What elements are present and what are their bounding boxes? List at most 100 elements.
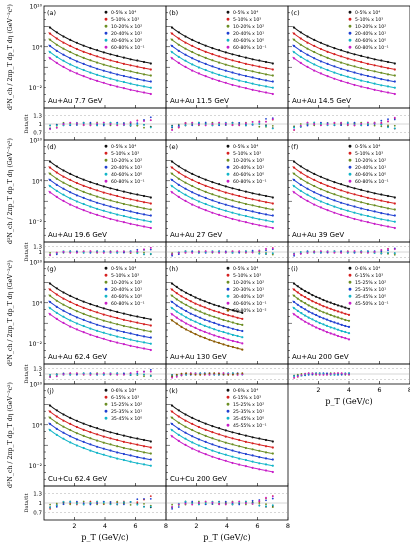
data-point	[333, 205, 336, 208]
ratio-tick-label: 1.3	[33, 367, 42, 373]
data-point	[75, 54, 78, 57]
ratio-point	[313, 251, 316, 253]
data-point	[204, 50, 207, 54]
data-point	[340, 330, 343, 333]
data-point	[136, 462, 139, 465]
data-point	[102, 185, 105, 188]
data-point	[116, 213, 119, 216]
data-point	[49, 26, 52, 29]
data-point	[204, 446, 207, 450]
data-point	[189, 324, 192, 327]
data-point	[129, 76, 132, 79]
ratio-point	[102, 252, 105, 254]
ratio-point	[194, 373, 197, 376]
ratio-point	[149, 495, 152, 497]
data-point	[251, 88, 254, 91]
data-point	[185, 303, 188, 306]
fit-curve	[170, 306, 243, 338]
data-point	[171, 294, 174, 297]
data-point	[49, 38, 52, 41]
data-point	[336, 328, 340, 331]
data-point	[49, 288, 52, 291]
ratio-point	[218, 503, 221, 506]
data-point	[360, 79, 363, 82]
ratio-point	[177, 124, 180, 127]
data-point	[171, 300, 174, 304]
data-point	[244, 196, 247, 199]
legend-marker	[348, 172, 352, 176]
data-point	[49, 282, 52, 285]
data-point	[75, 316, 78, 319]
data-point	[136, 212, 139, 215]
data-point	[236, 310, 239, 313]
data-point	[251, 460, 254, 463]
data-point	[211, 187, 214, 190]
legend-entry: 0-5% x 10⁴	[233, 10, 258, 16]
data-point	[82, 196, 85, 199]
data-point	[82, 446, 85, 450]
data-point	[380, 78, 383, 81]
data-point	[346, 215, 349, 218]
data-point	[82, 178, 85, 181]
data-point	[89, 59, 92, 62]
data-point	[194, 302, 197, 305]
ratio-point	[116, 122, 119, 125]
ratio-point	[360, 251, 363, 254]
data-point	[373, 70, 376, 73]
y-tick-label: 10⁴	[32, 178, 43, 185]
legend-entry: 40-60% x 10⁰	[355, 172, 386, 178]
ratio-axis-label: Data/fit	[24, 114, 30, 133]
data-point	[241, 317, 244, 320]
fit-curve	[48, 38, 151, 76]
data-point	[366, 74, 369, 78]
legend-marker	[104, 144, 108, 148]
data-point	[171, 422, 174, 426]
data-point	[315, 320, 318, 323]
data-point	[49, 57, 52, 60]
data-point	[96, 433, 99, 436]
data-point	[307, 316, 310, 319]
data-point	[49, 166, 52, 169]
fit-curve	[48, 422, 151, 461]
data-point	[251, 442, 254, 445]
data-point	[373, 210, 376, 213]
data-point	[89, 53, 92, 56]
ratio-point	[322, 374, 325, 376]
fit-curve	[292, 38, 395, 76]
legend-marker	[104, 179, 108, 183]
data-point	[82, 324, 85, 328]
data-point	[129, 320, 132, 323]
ratio-point	[171, 254, 174, 257]
data-point	[136, 71, 139, 74]
ratio-point	[55, 373, 58, 376]
data-point	[102, 75, 105, 78]
data-point	[333, 187, 336, 190]
data-point	[191, 447, 194, 450]
ratio-point	[353, 121, 356, 124]
data-point	[129, 216, 132, 219]
data-point	[231, 309, 234, 312]
legend-marker	[226, 287, 230, 291]
data-point	[75, 432, 78, 435]
data-point	[211, 211, 214, 214]
data-point	[89, 181, 92, 184]
data-point	[62, 413, 65, 416]
data-point	[191, 416, 194, 419]
ratio-point	[191, 251, 194, 254]
data-point	[271, 202, 274, 205]
ratio-point	[149, 368, 152, 371]
data-point	[184, 65, 187, 68]
ratio-point	[62, 124, 65, 127]
legend-entry: 20-40% x 10¹	[355, 165, 386, 171]
legend-entry: 30-40% x 10⁰	[233, 294, 264, 300]
ratio-point	[340, 124, 342, 127]
x-tick-label: 4	[225, 522, 229, 530]
data-point	[184, 425, 187, 428]
legend-marker	[226, 423, 230, 427]
data-point	[333, 47, 336, 50]
data-point	[89, 187, 92, 190]
data-point	[208, 338, 211, 341]
data-point	[191, 69, 194, 72]
data-point	[204, 453, 207, 456]
